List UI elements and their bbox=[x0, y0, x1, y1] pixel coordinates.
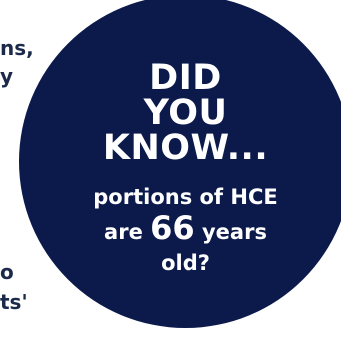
fact-word: years bbox=[201, 220, 267, 244]
fact-circle: DID YOU KNOW... portions of HCE are 66 y… bbox=[19, 0, 341, 328]
background-text-fragment: y bbox=[0, 64, 14, 88]
fact-line: old? bbox=[161, 251, 210, 275]
background-text-fragment: o bbox=[0, 260, 14, 284]
headline-line: DID bbox=[149, 58, 222, 98]
background-text-fragment: ns, bbox=[0, 36, 34, 60]
fact-line-with-number: are 66 years bbox=[19, 212, 341, 248]
headline-line: KNOW... bbox=[102, 128, 269, 168]
highlight-number: 66 bbox=[150, 209, 195, 247]
fact-line: portions of HCE bbox=[93, 185, 278, 209]
fact-body: portions of HCE are 66 years old? bbox=[19, 182, 341, 279]
background-text-fragment: ts' bbox=[0, 290, 28, 314]
headline-line: YOU bbox=[143, 93, 228, 133]
fact-word: are bbox=[104, 220, 143, 244]
headline: DID YOU KNOW... bbox=[19, 61, 341, 166]
